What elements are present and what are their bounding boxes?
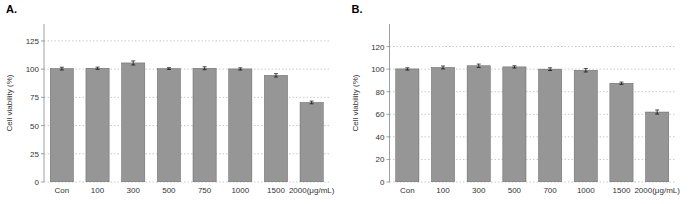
x-tick-label: 100 bbox=[91, 186, 105, 195]
grid-line bbox=[44, 40, 330, 41]
y-tick-label: 75 bbox=[30, 93, 39, 102]
y-tick bbox=[387, 114, 390, 115]
bar bbox=[193, 68, 216, 182]
x-tick-label: 300 bbox=[127, 186, 141, 195]
bar bbox=[264, 75, 287, 182]
y-tick-label: 20 bbox=[376, 155, 385, 164]
bar bbox=[503, 67, 526, 182]
x-tick-label: Con bbox=[400, 186, 415, 195]
y-axis-line bbox=[389, 24, 390, 182]
y-tick-label: 125 bbox=[26, 37, 40, 46]
x-tick-label: 500 bbox=[508, 186, 522, 195]
bar bbox=[157, 69, 180, 182]
y-tick bbox=[41, 125, 44, 126]
error-bar bbox=[512, 66, 516, 68]
panel-title: A. bbox=[6, 3, 17, 15]
y-tick-label: 60 bbox=[376, 110, 385, 119]
y-tick-label: 100 bbox=[371, 65, 385, 74]
bar bbox=[396, 69, 419, 182]
y-tick bbox=[41, 40, 44, 41]
bar bbox=[300, 102, 323, 182]
x-tick-label: Con bbox=[55, 186, 70, 195]
grid-line bbox=[390, 46, 676, 47]
panel-title: B. bbox=[352, 3, 363, 15]
error-bar bbox=[584, 69, 588, 72]
y-tick-label: 40 bbox=[376, 133, 385, 142]
x-tick-label: 1500 bbox=[613, 186, 631, 195]
error-bar bbox=[310, 101, 314, 104]
y-tick-label: 0 bbox=[35, 178, 40, 187]
bar bbox=[467, 66, 490, 182]
x-tick-label: 1000 bbox=[577, 186, 595, 195]
error-bar bbox=[619, 82, 623, 84]
error-bar bbox=[167, 68, 171, 70]
error-bar bbox=[477, 64, 481, 67]
error-bar bbox=[405, 68, 409, 70]
y-axis-label: Cell viability (%) bbox=[5, 74, 14, 131]
bar bbox=[229, 69, 252, 182]
y-tick-label: 80 bbox=[376, 88, 385, 97]
bar bbox=[646, 112, 669, 182]
marks bbox=[50, 61, 323, 182]
x-tick-label: 500 bbox=[162, 186, 176, 195]
error-bar bbox=[441, 66, 445, 69]
y-tick bbox=[41, 153, 44, 154]
y-tick bbox=[41, 97, 44, 98]
y-tick-label: 50 bbox=[30, 122, 39, 131]
y-tick-label: 120 bbox=[371, 43, 385, 52]
marks bbox=[396, 64, 669, 182]
x-tick-label: 700 bbox=[543, 186, 557, 195]
error-bar bbox=[238, 68, 242, 70]
figure: 0255075100125Con100300500750100015002000… bbox=[0, 0, 691, 204]
bar bbox=[538, 69, 561, 182]
y-axis-label: Cell viability (%) bbox=[351, 74, 360, 131]
bar bbox=[50, 69, 73, 182]
x-tick-label: 2000(μg/mL) bbox=[634, 186, 680, 195]
bar bbox=[610, 83, 633, 182]
y-tick-label: 0 bbox=[380, 178, 385, 187]
error-bar bbox=[548, 68, 552, 71]
y-tick-label: 25 bbox=[30, 150, 39, 159]
error-bar bbox=[60, 67, 64, 70]
error-bar bbox=[274, 74, 278, 77]
error-bar bbox=[131, 61, 135, 65]
error-bar bbox=[96, 67, 100, 69]
x-tick-label: 2000(μg/mL) bbox=[289, 186, 335, 195]
x-tick-label: 100 bbox=[436, 186, 450, 195]
error-bar bbox=[655, 110, 659, 114]
y-tick bbox=[387, 136, 390, 137]
error-bar bbox=[203, 67, 207, 70]
y-tick bbox=[41, 69, 44, 70]
y-tick-label: 100 bbox=[26, 65, 40, 74]
y-axis-line bbox=[44, 24, 45, 182]
x-tick-label: 1500 bbox=[267, 186, 285, 195]
y-tick bbox=[387, 46, 390, 47]
panel: 0 25 50 75 100 125 Con 100 300 500 750 1000 1500 2000… bbox=[5, 3, 335, 195]
x-tick-label: 300 bbox=[472, 186, 486, 195]
bar bbox=[431, 67, 454, 182]
x-tick-label: 750 bbox=[198, 186, 212, 195]
y-tick bbox=[41, 182, 44, 183]
x-tick-label: 1000 bbox=[231, 186, 249, 195]
bar bbox=[86, 68, 109, 182]
bar bbox=[574, 70, 597, 182]
y-tick bbox=[387, 91, 390, 92]
y-tick bbox=[387, 69, 390, 70]
y-tick bbox=[387, 182, 390, 183]
panel: 0 20 40 60 80 100 120 Con 100 300 500 700 1000 150020… bbox=[351, 3, 681, 195]
bar bbox=[122, 63, 145, 182]
y-tick bbox=[387, 159, 390, 160]
